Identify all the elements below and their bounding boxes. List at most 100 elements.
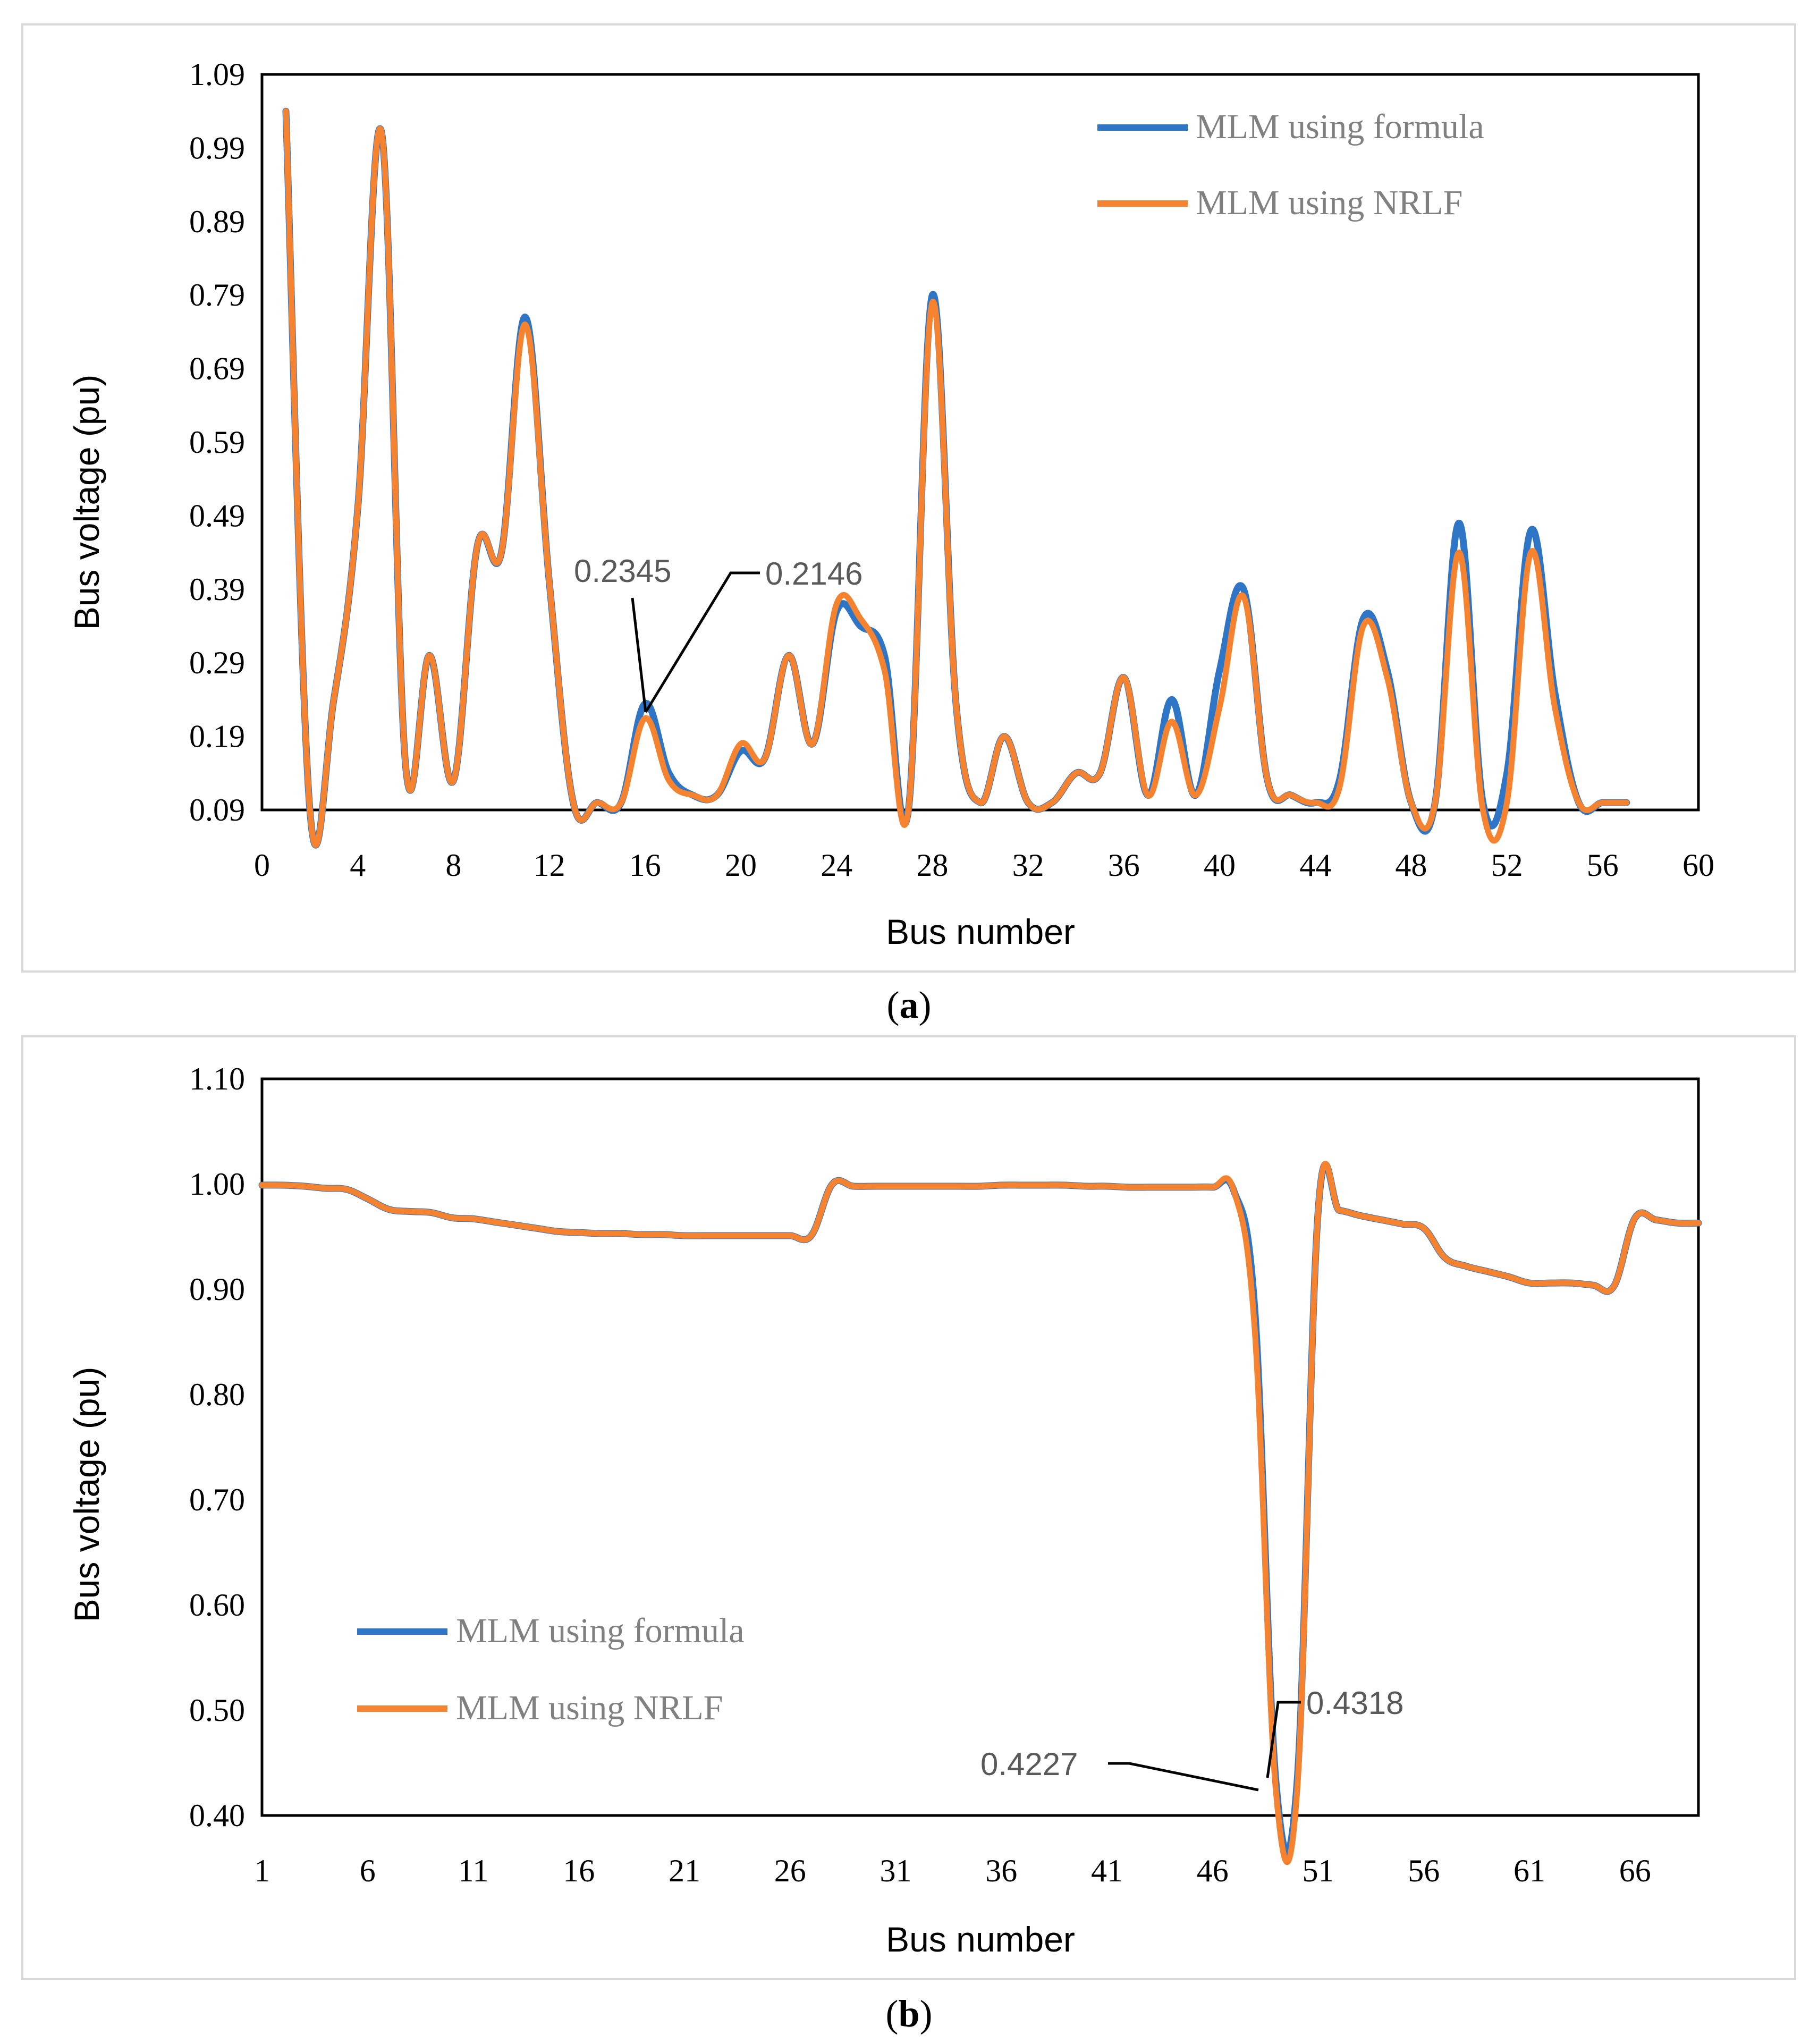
- x-tick-label-a: 48: [1395, 848, 1427, 883]
- annotation-leader-nrlf-b: [1108, 1762, 1259, 1792]
- data-point-nrlf: [884, 670, 885, 671]
- data-point-nrlf: [515, 1225, 516, 1226]
- x-tick-label-b: 56: [1408, 1853, 1440, 1888]
- x-tick-label-b: 41: [1091, 1853, 1123, 1888]
- legend-label-formula-b: MLM using formula: [456, 1611, 745, 1650]
- x-tick-label-b: 21: [669, 1853, 700, 1888]
- data-point-nrlf: [895, 1186, 896, 1187]
- data-point-formula: [1530, 530, 1531, 531]
- x-tick-label-b: 6: [360, 1853, 376, 1888]
- y-tick-label-b: 0.40: [189, 1798, 245, 1833]
- plot-frame-b: [260, 1077, 1700, 1817]
- x-tick-label-a: 44: [1299, 848, 1331, 883]
- annotation-leader-formula-b: [1266, 1701, 1301, 1778]
- x-tick-label-a: 56: [1587, 848, 1619, 883]
- x-tick-label-a: 36: [1108, 848, 1140, 883]
- y-tick-label-b: 1.00: [189, 1167, 245, 1202]
- y-tick-label-b: 0.90: [189, 1272, 245, 1307]
- data-point-nrlf: [1043, 1185, 1044, 1186]
- y-tick-label-a: 0.39: [189, 572, 245, 607]
- data-point-nrlf: [1001, 1185, 1002, 1186]
- chart-a: 1.09 0.99 0.89 0.79 0.69 0.59 0.49 0.39 0.29 0.19…: [67, 57, 1714, 951]
- data-point-nrlf: [874, 1186, 875, 1187]
- annotation-leader-formula-a: [631, 597, 647, 713]
- y-tick-label-b: 1.10: [189, 1061, 245, 1096]
- data-point-nrlf: [262, 1185, 263, 1186]
- data-point-nrlf: [1267, 780, 1268, 781]
- data-point-nrlf: [692, 795, 693, 796]
- chart-panel-b: [21, 1035, 1796, 1980]
- data-point-nrlf: [1147, 795, 1148, 796]
- data-point-nrlf: [525, 324, 526, 325]
- data-point-formula: [1171, 699, 1172, 700]
- annotation-nrlf-a: 0.2146: [765, 556, 863, 592]
- x-tick-label-b: 51: [1303, 1853, 1334, 1888]
- caption-a-label: a: [899, 984, 919, 1026]
- y-tick-label-a: 0.19: [189, 719, 245, 754]
- legend-label-nrlf-b: MLM using NRLF: [456, 1688, 723, 1727]
- data-point-nrlf: [501, 552, 502, 553]
- y-tick-label-a: 0.89: [189, 204, 245, 239]
- series-line-nrlf-b: [259, 1161, 1702, 1865]
- data-point-nrlf: [388, 1209, 389, 1210]
- annotation-formula-a: 0.2345: [574, 553, 672, 589]
- data-point-nrlf: [1339, 1210, 1340, 1211]
- x-tick-label-a: 60: [1682, 848, 1714, 883]
- y-tick-label-b: 0.50: [189, 1693, 245, 1728]
- data-point-nrlf: [1123, 677, 1124, 678]
- y-tick-label-a: 0.79: [189, 277, 245, 312]
- data-point-nrlf: [1291, 795, 1292, 796]
- data-point-nrlf: [304, 1186, 305, 1187]
- x-tick-label-a: 12: [534, 848, 565, 883]
- x-tick-label-a: 8: [445, 848, 461, 883]
- x-axis-title-a: Bus number: [886, 912, 1075, 951]
- series-line-nrlf-a: [283, 108, 1630, 848]
- data-point-nrlf: [557, 1231, 558, 1232]
- x-tick-label-b: 36: [985, 1853, 1017, 1888]
- y-axis-title-a: Bus voltage (pu): [67, 375, 106, 630]
- data-point-nrlf: [1387, 677, 1388, 678]
- x-tick-label-b: 46: [1197, 1853, 1229, 1888]
- x-axis-title-b: Bus number: [886, 1920, 1075, 1959]
- legend-label-nrlf-a: MLM using NRLF: [1196, 183, 1462, 222]
- y-tick-label-a: 0.99: [189, 130, 245, 165]
- x-tick-label-b: 31: [880, 1853, 912, 1888]
- x-tick-label-b: 61: [1513, 1853, 1545, 1888]
- data-point-nrlf: [367, 1198, 368, 1199]
- data-point-nrlf: [1064, 1185, 1065, 1186]
- caption-a: (a): [886, 984, 932, 1026]
- data-point-nrlf: [1363, 626, 1364, 627]
- legend-label-formula-a: MLM using formula: [1196, 107, 1484, 146]
- data-point-nrlf: [853, 1186, 854, 1187]
- data-point-nrlf: [453, 780, 454, 781]
- plot-frame-a: [260, 73, 1700, 812]
- y-tick-label-a: 0.49: [189, 498, 245, 533]
- x-tick-label-a: 40: [1204, 848, 1236, 883]
- chart-b: 1.101.000.900.800.700.600.500.401 6 11 16 21…: [67, 1061, 1702, 1959]
- data-point-nrlf: [832, 1184, 833, 1185]
- data-point-nrlf: [431, 1212, 432, 1213]
- y-tick-label-a: 0.09: [189, 792, 245, 827]
- x-tick-label-b: 26: [774, 1853, 806, 1888]
- x-tick-label-a: 0: [254, 848, 270, 883]
- data-point-nrlf: [1022, 1185, 1023, 1186]
- data-point-nrlf: [1360, 1215, 1361, 1216]
- x-tick-label-a: 28: [916, 848, 948, 883]
- annotation-formula-b: 0.4318: [1306, 1685, 1404, 1721]
- x-tick-label-a: 20: [725, 848, 757, 883]
- annotation-leader-nrlf-a: [644, 571, 760, 713]
- y-tick-label-b: 0.60: [189, 1587, 245, 1623]
- y-tick-label-b: 0.70: [189, 1482, 245, 1517]
- y-axis-title-b: Bus voltage (pu): [67, 1367, 106, 1623]
- x-tick-label-b: 16: [563, 1853, 595, 1888]
- x-tick-label-a: 32: [1012, 848, 1044, 883]
- x-tick-label-b: 11: [458, 1853, 489, 1888]
- data-point-nrlf: [932, 302, 933, 303]
- data-point-nrlf: [1195, 795, 1196, 796]
- caption-b: (b): [885, 1992, 933, 2035]
- y-tick-label-a: 1.09: [189, 57, 245, 92]
- annotation-nrlf-b: 0.4227: [980, 1746, 1078, 1782]
- y-tick-label-a: 0.29: [189, 645, 245, 680]
- data-point-nrlf: [716, 795, 717, 796]
